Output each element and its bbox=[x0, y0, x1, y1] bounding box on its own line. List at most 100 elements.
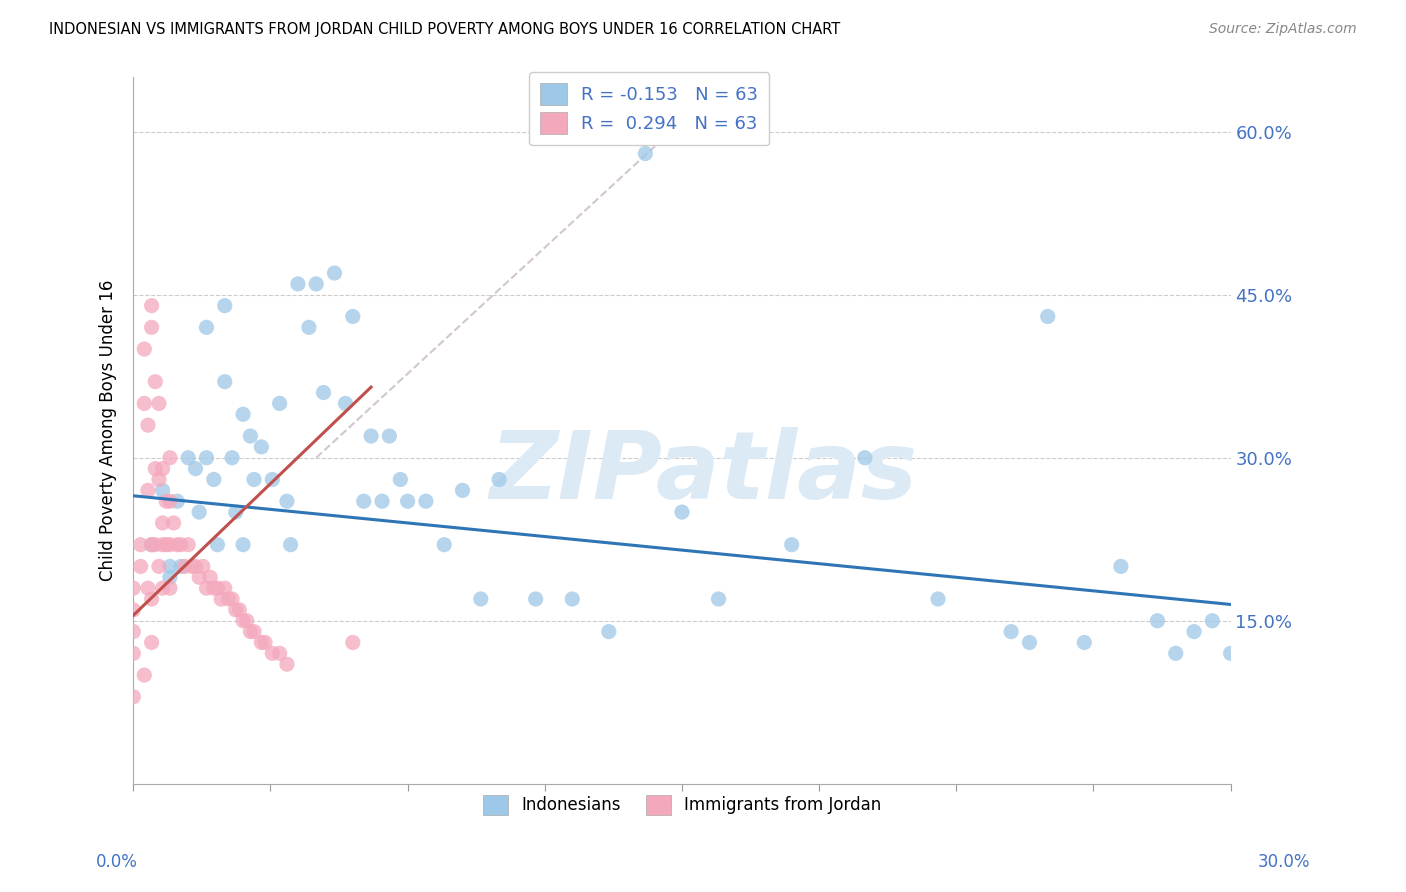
Point bbox=[141, 299, 163, 313]
Point bbox=[214, 581, 236, 595]
Point bbox=[371, 494, 394, 508]
Point bbox=[136, 418, 159, 433]
Point bbox=[671, 505, 693, 519]
Point bbox=[170, 538, 193, 552]
Text: INDONESIAN VS IMMIGRANTS FROM JORDAN CHILD POVERTY AMONG BOYS UNDER 16 CORRELATI: INDONESIAN VS IMMIGRANTS FROM JORDAN CHI… bbox=[49, 22, 841, 37]
Point bbox=[243, 624, 266, 639]
Text: 0.0%: 0.0% bbox=[96, 853, 138, 871]
Point bbox=[276, 657, 298, 672]
Point bbox=[198, 570, 221, 584]
Point bbox=[136, 483, 159, 498]
Point bbox=[159, 570, 181, 584]
Point bbox=[1109, 559, 1132, 574]
Point bbox=[159, 581, 181, 595]
Y-axis label: Child Poverty Among Boys Under 16: Child Poverty Among Boys Under 16 bbox=[100, 280, 117, 582]
Point bbox=[353, 494, 375, 508]
Point bbox=[342, 310, 364, 324]
Point bbox=[141, 320, 163, 334]
Point bbox=[141, 538, 163, 552]
Point bbox=[243, 473, 266, 487]
Point bbox=[470, 592, 492, 607]
Point bbox=[1182, 624, 1205, 639]
Point bbox=[191, 559, 214, 574]
Point bbox=[239, 624, 262, 639]
Point bbox=[524, 592, 547, 607]
Point bbox=[707, 592, 730, 607]
Point bbox=[360, 429, 382, 443]
Point bbox=[378, 429, 401, 443]
Point bbox=[202, 581, 225, 595]
Text: ZIPatlas: ZIPatlas bbox=[489, 427, 918, 519]
Point bbox=[184, 461, 207, 475]
Point bbox=[184, 559, 207, 574]
Point bbox=[225, 603, 247, 617]
Point bbox=[188, 505, 211, 519]
Point bbox=[134, 396, 156, 410]
Point bbox=[152, 581, 174, 595]
Point bbox=[1201, 614, 1223, 628]
Point bbox=[298, 320, 321, 334]
Point bbox=[207, 581, 229, 595]
Point bbox=[159, 559, 181, 574]
Point bbox=[217, 592, 239, 607]
Point bbox=[159, 450, 181, 465]
Legend: Indonesians, Immigrants from Jordan: Indonesians, Immigrants from Jordan bbox=[472, 784, 891, 825]
Point bbox=[1018, 635, 1040, 649]
Point bbox=[134, 668, 156, 682]
Point bbox=[129, 538, 152, 552]
Point bbox=[433, 538, 456, 552]
Point bbox=[170, 559, 193, 574]
Point bbox=[136, 581, 159, 595]
Point bbox=[634, 146, 657, 161]
Point bbox=[143, 538, 166, 552]
Point bbox=[276, 494, 298, 508]
Point bbox=[148, 396, 170, 410]
Point bbox=[262, 646, 284, 660]
Point bbox=[250, 635, 273, 649]
Point bbox=[488, 473, 510, 487]
Point bbox=[323, 266, 346, 280]
Point bbox=[342, 635, 364, 649]
Point bbox=[221, 450, 243, 465]
Point bbox=[232, 538, 254, 552]
Point bbox=[162, 516, 184, 530]
Point bbox=[280, 538, 302, 552]
Point bbox=[232, 407, 254, 421]
Point bbox=[228, 603, 250, 617]
Point bbox=[148, 473, 170, 487]
Point bbox=[1036, 310, 1059, 324]
Point bbox=[141, 592, 163, 607]
Point bbox=[143, 461, 166, 475]
Point bbox=[195, 581, 218, 595]
Point bbox=[166, 538, 188, 552]
Point bbox=[927, 592, 949, 607]
Point bbox=[389, 473, 412, 487]
Point bbox=[180, 559, 202, 574]
Point bbox=[141, 635, 163, 649]
Point bbox=[209, 592, 232, 607]
Point bbox=[207, 538, 229, 552]
Point bbox=[195, 320, 218, 334]
Point bbox=[415, 494, 437, 508]
Point bbox=[214, 375, 236, 389]
Point bbox=[239, 429, 262, 443]
Point bbox=[177, 450, 200, 465]
Text: 30.0%: 30.0% bbox=[1258, 853, 1310, 871]
Point bbox=[129, 559, 152, 574]
Point bbox=[312, 385, 335, 400]
Point bbox=[1219, 646, 1241, 660]
Point bbox=[173, 559, 195, 574]
Point bbox=[188, 570, 211, 584]
Point bbox=[269, 396, 291, 410]
Point bbox=[305, 277, 328, 291]
Point bbox=[152, 538, 174, 552]
Point bbox=[235, 614, 257, 628]
Point bbox=[152, 483, 174, 498]
Point bbox=[396, 494, 419, 508]
Point bbox=[269, 646, 291, 660]
Point bbox=[561, 592, 583, 607]
Point bbox=[451, 483, 474, 498]
Text: Source: ZipAtlas.com: Source: ZipAtlas.com bbox=[1209, 22, 1357, 37]
Point bbox=[853, 450, 876, 465]
Point bbox=[225, 505, 247, 519]
